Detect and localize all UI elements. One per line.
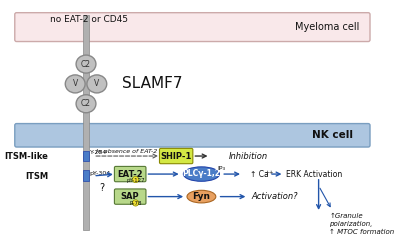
Ellipse shape <box>76 55 96 73</box>
Text: Y-284: Y-284 <box>90 150 107 155</box>
FancyBboxPatch shape <box>83 15 89 230</box>
Text: In absence of EAT-2: In absence of EAT-2 <box>96 149 157 154</box>
Text: NK cell: NK cell <box>312 130 353 140</box>
FancyBboxPatch shape <box>83 170 89 181</box>
Text: Inhibition: Inhibition <box>228 152 268 160</box>
FancyBboxPatch shape <box>160 148 193 164</box>
FancyBboxPatch shape <box>15 13 370 41</box>
Text: PLCγ-1,2: PLCγ-1,2 <box>182 169 220 178</box>
Text: ↑Granule
polarization,
↑ MTOC formation: ↑Granule polarization, ↑ MTOC formation <box>330 213 395 235</box>
Text: Activation?: Activation? <box>251 192 298 201</box>
Ellipse shape <box>183 167 220 181</box>
Ellipse shape <box>65 75 85 93</box>
Text: V: V <box>94 79 100 88</box>
Text: ITSM-like: ITSM-like <box>4 152 48 160</box>
Text: EAT-2: EAT-2 <box>117 170 143 179</box>
Text: Fyn: Fyn <box>192 192 210 201</box>
Text: SHIP-1: SHIP-1 <box>160 152 192 160</box>
Text: Myeloma cell: Myeloma cell <box>296 22 360 32</box>
Text: C2: C2 <box>81 99 91 108</box>
Text: SAP: SAP <box>121 192 140 201</box>
Text: ERK Activation: ERK Activation <box>286 170 342 179</box>
FancyBboxPatch shape <box>114 166 146 182</box>
FancyBboxPatch shape <box>83 151 89 161</box>
Ellipse shape <box>87 75 107 93</box>
Text: R-78: R-78 <box>129 201 142 206</box>
FancyBboxPatch shape <box>114 189 146 204</box>
Text: ?: ? <box>100 184 105 193</box>
Text: pY-304: pY-304 <box>90 171 111 176</box>
Text: ++: ++ <box>264 170 274 175</box>
Circle shape <box>132 200 139 206</box>
Text: ITSM: ITSM <box>25 172 48 181</box>
Text: C2: C2 <box>81 60 91 69</box>
Circle shape <box>132 176 139 183</box>
Ellipse shape <box>76 95 96 113</box>
Ellipse shape <box>187 190 216 203</box>
Text: no EAT-2 or CD45: no EAT-2 or CD45 <box>50 15 128 24</box>
Text: SLAMF7: SLAMF7 <box>122 76 182 92</box>
Text: ↑ Ca: ↑ Ca <box>250 170 269 179</box>
FancyBboxPatch shape <box>15 124 370 147</box>
Text: pY-127: pY-127 <box>126 178 145 183</box>
Text: V: V <box>72 79 78 88</box>
Text: IP₃: IP₃ <box>217 166 225 171</box>
